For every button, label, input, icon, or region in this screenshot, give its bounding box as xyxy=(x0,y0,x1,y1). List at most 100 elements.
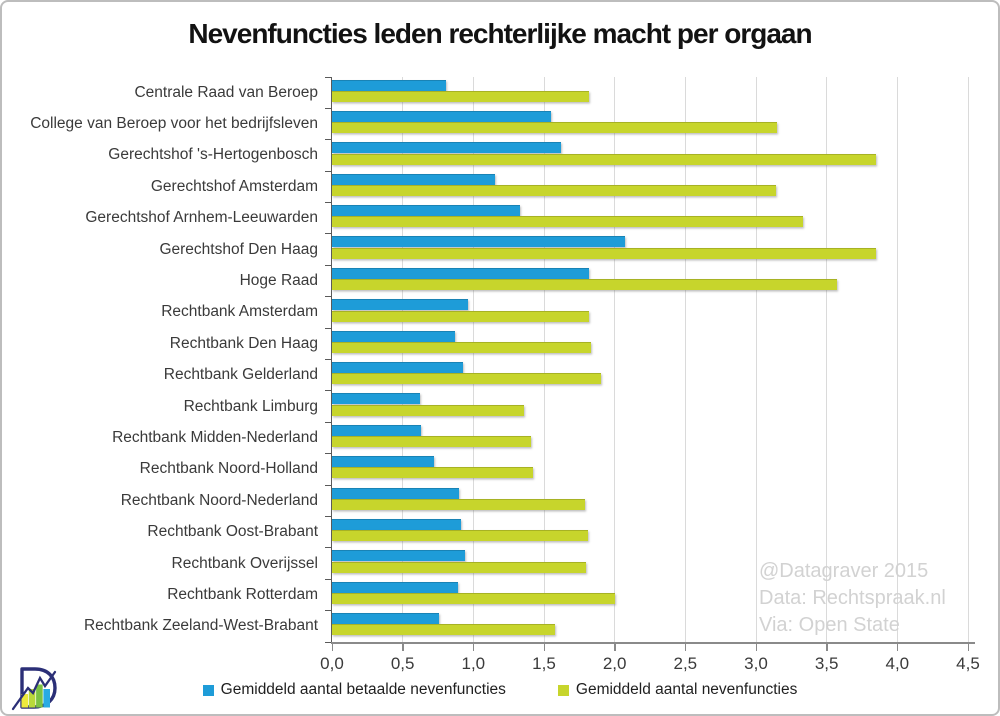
y-axis-tick xyxy=(325,107,332,109)
bar-total xyxy=(332,153,877,165)
y-axis-tick xyxy=(325,610,332,612)
y-axis-tick xyxy=(325,202,332,204)
bar-paid xyxy=(332,110,552,122)
x-axis-tick xyxy=(543,642,545,651)
gridline xyxy=(684,77,686,642)
y-axis-tick xyxy=(325,390,332,392)
gridline xyxy=(826,77,828,642)
bar-total xyxy=(332,341,591,353)
watermark: @Datagraver 2015 Data: Rechtspraak.nl Vi… xyxy=(759,558,946,639)
x-axis-tick xyxy=(755,642,757,651)
bar-paid xyxy=(332,424,422,436)
y-axis-tick xyxy=(325,578,332,580)
x-tick-label: 1,5 xyxy=(532,654,556,673)
y-axis-tick xyxy=(325,296,332,298)
category-label: Rechtbank Oost-Brabant xyxy=(147,523,318,541)
bar-total xyxy=(332,216,803,228)
logo-bar-blue xyxy=(43,689,50,708)
y-axis-tick xyxy=(325,359,332,360)
category-label: Rechtbank Amsterdam xyxy=(161,303,318,321)
bar-paid xyxy=(332,550,465,562)
y-axis-line xyxy=(330,77,332,643)
x-axis-tick xyxy=(967,642,969,651)
x-axis-tick xyxy=(614,642,616,651)
category-label: College van Beroep voor het bedrijfsleve… xyxy=(30,115,318,133)
legend-item: Gemiddeld aantal nevenfuncties xyxy=(557,681,798,699)
x-tick-label: 4,5 xyxy=(956,654,980,673)
legend-label: Gemiddeld aantal betaalde nevenfuncties xyxy=(220,681,506,698)
bar-total xyxy=(332,310,590,322)
y-axis-tick xyxy=(325,264,332,266)
bar-total xyxy=(332,404,525,416)
bar-total xyxy=(332,498,585,510)
bar-total xyxy=(332,184,776,196)
x-axis-tick xyxy=(402,642,404,651)
category-label: Rechtbank Zeeland-West-Brabant xyxy=(83,617,318,635)
watermark-line-3: Via: Open State xyxy=(759,614,900,636)
x-tick-label: 1,0 xyxy=(461,654,486,673)
category-label: Rechtbank Den Haag xyxy=(169,334,318,352)
category-label: Gerechtshof Arnhem-Leeuwarden xyxy=(85,209,318,227)
bar-total xyxy=(332,530,588,542)
bar-total xyxy=(332,90,590,102)
bar-paid xyxy=(332,79,447,91)
x-tick-label: 3,0 xyxy=(744,654,768,673)
legend-label: Gemiddeld aantal nevenfuncties xyxy=(575,681,798,698)
datagraver-logo-icon xyxy=(11,667,57,711)
y-axis-tick xyxy=(325,547,332,549)
x-axis-tick xyxy=(472,642,475,651)
bar-total xyxy=(332,467,533,479)
bar-total xyxy=(332,122,778,134)
x-axis-line xyxy=(330,642,975,644)
bar-total xyxy=(332,279,837,291)
y-axis-tick xyxy=(325,421,332,423)
bar-total xyxy=(332,624,556,636)
bar-paid xyxy=(332,613,440,625)
category-label: Rechtbank Limburg xyxy=(183,397,318,415)
bar-paid xyxy=(332,487,460,499)
y-axis-tick xyxy=(325,139,332,141)
bar-paid xyxy=(332,267,590,279)
category-label: Rechtbank Noord-Holland xyxy=(139,460,318,478)
legend-swatch-icon xyxy=(557,685,569,696)
legend: Gemiddeld aantal betaalde nevenfuncties G… xyxy=(2,681,998,699)
bar-paid xyxy=(332,142,561,154)
gridline xyxy=(967,77,969,642)
y-axis-tick xyxy=(325,233,332,235)
x-tick-label: 3,5 xyxy=(814,654,839,673)
legend-swatch-icon xyxy=(202,685,214,696)
bar-total xyxy=(332,561,587,573)
bar-paid xyxy=(332,299,468,311)
gridline xyxy=(402,77,404,642)
bar-paid xyxy=(332,581,458,593)
bar-paid xyxy=(332,393,420,405)
bar-paid xyxy=(332,330,455,342)
category-label: Hoge Raad xyxy=(239,272,318,290)
watermark-line-2: Data: Rechtspraak.nl xyxy=(759,587,946,609)
x-axis-tick xyxy=(826,642,828,651)
y-axis-tick xyxy=(325,484,332,486)
y-axis-tick xyxy=(325,453,332,455)
legend-item: Gemiddeld aantal betaalde nevenfuncties xyxy=(202,681,506,699)
category-label: Rechtbank Overijssel xyxy=(171,554,318,572)
x-tick-label: 2,5 xyxy=(673,654,698,673)
gridline xyxy=(543,77,545,642)
y-axis-tick xyxy=(325,515,332,517)
y-axis-tick xyxy=(325,76,332,78)
bar-total xyxy=(332,247,877,259)
y-axis-tick xyxy=(325,327,332,329)
bar-paid xyxy=(332,173,495,185)
x-axis-tick xyxy=(331,642,333,651)
bar-paid xyxy=(332,362,464,373)
plot-area: 0,0 0,5 1,0 1,5 2,0 2,5 3,0 3,5 4,0 4,5 xyxy=(320,76,980,673)
category-label: Rechtbank Rotterdam xyxy=(167,585,318,603)
bar-total xyxy=(332,436,532,448)
gridline xyxy=(896,77,898,642)
category-label: Rechtbank Midden-Nederland xyxy=(112,428,318,446)
bar-paid xyxy=(332,456,434,468)
logo-bar-yellow xyxy=(21,694,29,708)
logo-bar-green xyxy=(36,684,43,708)
category-label: Gerechtshof Den Haag xyxy=(159,240,318,258)
bar-paid xyxy=(332,236,625,248)
